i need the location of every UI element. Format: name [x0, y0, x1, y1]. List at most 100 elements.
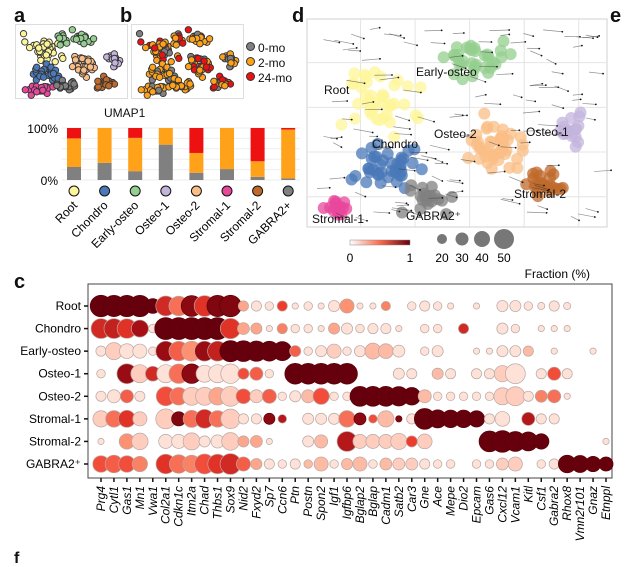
- expression-dot: [446, 460, 455, 469]
- expression-dot: [96, 391, 106, 401]
- expression-dot: [471, 369, 481, 379]
- expression-dot: [420, 301, 430, 311]
- velocity-arrowhead: [425, 152, 427, 154]
- bar-24-mo: [251, 128, 265, 161]
- legend-label: 0-mo: [258, 41, 285, 55]
- gene-label: Spon2: [314, 486, 328, 521]
- age-cell-point: [138, 87, 144, 93]
- cell-point: [479, 150, 491, 162]
- expression-dot: [562, 369, 572, 379]
- cluster-cell-point: [20, 31, 26, 37]
- expression-dot: [273, 342, 292, 361]
- gene-label: Sp7: [262, 485, 276, 508]
- gene-label: Vcam1: [508, 486, 522, 523]
- velocity-arrowhead: [546, 208, 548, 210]
- expression-dot: [262, 389, 276, 403]
- legend-item: 0-mo: [246, 41, 292, 56]
- cluster-cell-point: [81, 41, 87, 47]
- expression-dot: [251, 301, 261, 311]
- velocity-arrowhead: [441, 161, 443, 163]
- cell-point: [375, 177, 387, 189]
- velocity-arrowhead: [462, 55, 464, 57]
- cluster-label: Stromal-2: [514, 187, 566, 201]
- expression-dot: [369, 460, 378, 469]
- gene-expression-dotplot: RootChondroEarly-osteoOsteo-1Osteo-2Stro…: [0, 280, 626, 561]
- expression-dot: [316, 413, 327, 424]
- gene-label: Ptn: [288, 486, 302, 504]
- expression-dot: [446, 392, 455, 401]
- gene-label: Ccn6: [275, 486, 289, 514]
- bar-0-mo: [67, 167, 81, 180]
- expression-dot: [238, 301, 248, 311]
- expression-colorbar: [350, 240, 410, 245]
- cluster-color-marker: [253, 186, 263, 196]
- velocity-arrowhead: [408, 120, 410, 122]
- bar-2-mo: [189, 153, 203, 173]
- gene-label: Mn1: [133, 486, 147, 509]
- expression-dot: [316, 346, 327, 357]
- velocity-arrowhead: [598, 35, 600, 37]
- expression-dot: [485, 392, 494, 401]
- velocity-arrowhead: [414, 170, 416, 172]
- bar-2-mo: [220, 128, 234, 169]
- velocity-arrowhead: [379, 58, 381, 60]
- velocity-arrowhead: [341, 136, 343, 138]
- velocity-arrowhead: [508, 29, 510, 31]
- cluster-color-marker: [191, 186, 201, 196]
- velocity-arrowhead: [519, 203, 521, 205]
- expression-dot: [97, 369, 106, 378]
- size-legend-dot: [474, 231, 490, 247]
- cluster-cell-point: [50, 70, 56, 76]
- expression-dot: [119, 344, 134, 359]
- expression-dot: [433, 460, 442, 469]
- cluster-cell-point: [69, 27, 75, 33]
- expression-dot: [432, 368, 443, 379]
- velocity-arrowhead: [461, 190, 463, 192]
- expression-dot: [291, 324, 300, 333]
- expression-dot: [393, 345, 405, 357]
- gene-label: Gas6: [482, 486, 496, 515]
- velocity-arrowhead: [359, 50, 361, 52]
- velocity-arrowhead: [521, 96, 523, 98]
- velocity-arrowhead: [427, 159, 429, 161]
- velocity-arrowhead: [441, 180, 443, 182]
- expression-dot: [497, 346, 508, 357]
- cell-point: [348, 77, 360, 89]
- velocity-arrowhead: [581, 93, 583, 95]
- velocity-arrowhead: [518, 129, 520, 131]
- velocity-arrowhead: [448, 149, 450, 151]
- cluster-cell-point: [26, 44, 32, 50]
- velocity-arrowhead: [343, 177, 345, 179]
- cluster-label: Chondro: [372, 137, 418, 151]
- gene-label: Gnaz: [586, 486, 600, 515]
- expression-dot: [378, 411, 394, 427]
- cell-point: [398, 98, 410, 110]
- velocity-arrowhead: [491, 51, 493, 53]
- gene-label: Cxcl12: [495, 486, 509, 523]
- umap-cluster-plot: [15, 24, 128, 99]
- expression-dot: [548, 367, 561, 380]
- bar-2-mo: [159, 128, 173, 145]
- age-cell-point: [173, 42, 179, 48]
- expression-dot: [396, 325, 402, 331]
- expression-dot: [341, 458, 352, 469]
- expression-dot: [222, 433, 240, 451]
- expression-dot: [381, 301, 390, 310]
- bar-24-mo: [189, 128, 203, 153]
- cell-point: [572, 120, 584, 132]
- velocity-arrowhead: [391, 74, 393, 76]
- expression-dot: [599, 457, 613, 471]
- expression-dot: [548, 390, 561, 403]
- expression-dot: [251, 323, 262, 334]
- velocity-arrowhead: [532, 35, 534, 37]
- gene-label: Car3: [405, 486, 419, 512]
- cluster-cell-point: [69, 63, 75, 69]
- legend-dot-icon: [246, 42, 255, 51]
- expression-dot: [472, 392, 481, 401]
- expression-dot: [304, 460, 313, 469]
- expression-dot: [537, 460, 546, 469]
- age-cell-point: [197, 67, 203, 73]
- expression-dot: [341, 323, 352, 334]
- cell-point: [544, 165, 556, 177]
- cluster-label: Stromal-1: [312, 212, 364, 226]
